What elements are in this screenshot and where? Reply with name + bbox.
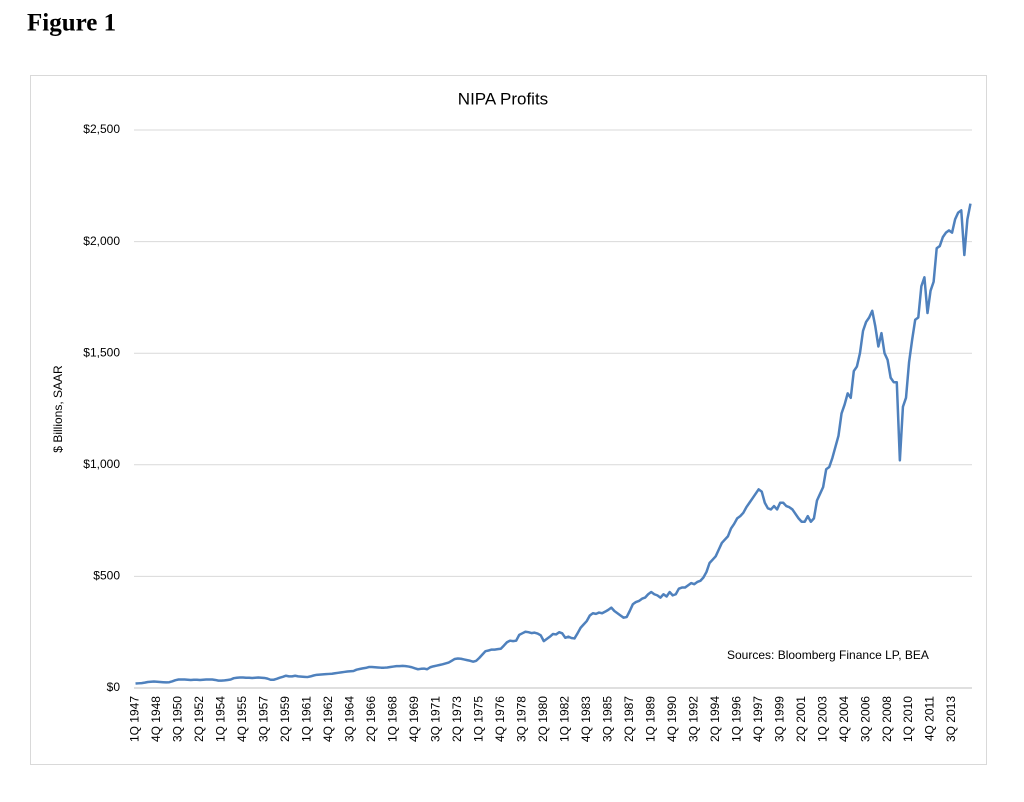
- y-tick-label: $0: [107, 680, 121, 694]
- x-tick-label: 3Q 1992: [686, 696, 700, 742]
- y-tick-label: $1,500: [83, 345, 120, 359]
- y-tick-label: $2,000: [83, 234, 120, 248]
- x-tick-label: 3Q 1985: [600, 696, 614, 742]
- x-tick-label: 3Q 2006: [858, 696, 872, 742]
- x-tick-label: 4Q 2004: [837, 696, 851, 742]
- x-tick-label: 1Q 1947: [128, 696, 142, 742]
- y-axis-label: $ Billions, SAAR: [51, 365, 65, 453]
- x-tick-label: 1Q 1996: [729, 696, 743, 742]
- x-tick-label: 2Q 1966: [364, 696, 378, 742]
- x-tick-label: 3Q 2013: [944, 696, 958, 742]
- x-tick-label: 4Q 1990: [665, 696, 679, 742]
- x-tick-label: 1Q 1982: [557, 696, 571, 742]
- x-tick-label: 4Q 1983: [579, 696, 593, 742]
- x-tick-label: 1Q 1961: [300, 696, 314, 742]
- x-tick-label: 3Q 1971: [429, 696, 443, 742]
- x-tick-label: 1Q 1968: [386, 696, 400, 742]
- chart-title: NIPA Profits: [458, 89, 548, 108]
- x-tick-label: 4Q 1962: [321, 696, 335, 742]
- x-tick-label: 3Q 1964: [343, 696, 357, 742]
- x-tick-label: 1Q 2003: [815, 696, 829, 742]
- x-tick-label: 4Q 1969: [407, 696, 421, 742]
- x-tick-label: 4Q 1948: [149, 696, 163, 742]
- y-tick-label: $1,000: [83, 457, 120, 471]
- x-tick-label: 3Q 1950: [171, 696, 185, 742]
- x-tick-label: 2Q 1994: [708, 696, 722, 742]
- x-tick-label: 1Q 1954: [214, 696, 228, 742]
- x-tick-label: 4Q 2011: [923, 696, 937, 741]
- x-tick-label: 2Q 2001: [794, 696, 808, 742]
- x-tick-label: 3Q 1957: [257, 696, 271, 742]
- chart-frame: [30, 75, 987, 765]
- x-tick-label: 3Q 1978: [514, 696, 528, 742]
- x-tick-label: 1Q 1989: [643, 696, 657, 742]
- x-tick-label: 2Q 2008: [880, 696, 894, 742]
- x-tick-label: 1Q 1975: [472, 696, 486, 742]
- y-tick-label: $2,500: [83, 122, 120, 136]
- x-tick-label: 4Q 1976: [493, 696, 507, 742]
- x-tick-label: 2Q 1987: [622, 696, 636, 742]
- line-series: [135, 203, 972, 685]
- x-tick-label: 4Q 1955: [235, 696, 249, 742]
- y-tick-label: $500: [93, 569, 120, 583]
- x-tick-label: 1Q 2010: [901, 696, 915, 742]
- x-tick-label: 2Q 1959: [278, 696, 292, 742]
- x-tick-label: 2Q 1980: [536, 696, 550, 742]
- x-tick-label: 2Q 1973: [450, 696, 464, 742]
- figure-label: Figure 1: [27, 10, 116, 37]
- x-tick-label: 4Q 1997: [751, 696, 765, 742]
- annotation: Sources: Bloomberg Finance LP, BEA: [727, 648, 929, 662]
- x-tick-label: 2Q 1952: [192, 696, 206, 742]
- x-tick-label: 3Q 1999: [772, 696, 786, 742]
